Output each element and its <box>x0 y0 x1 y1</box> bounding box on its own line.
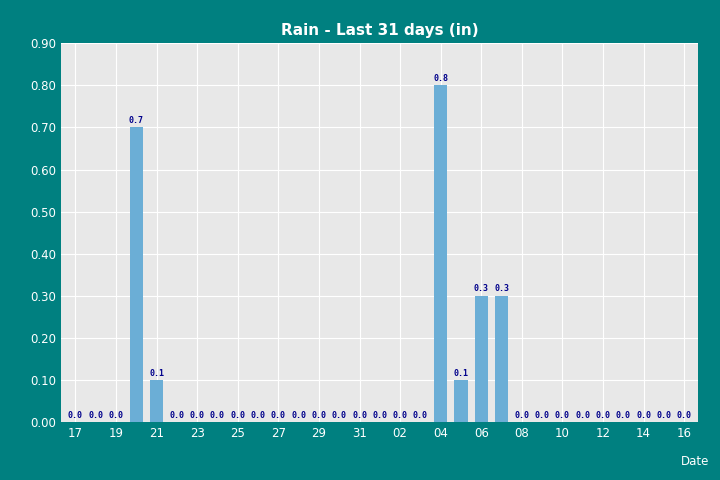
Bar <box>434 85 447 422</box>
Title: Rain - Last 31 days (in): Rain - Last 31 days (in) <box>281 23 479 38</box>
Text: 0.0: 0.0 <box>535 411 549 420</box>
Text: 0.1: 0.1 <box>454 369 469 378</box>
Text: 0.0: 0.0 <box>413 411 428 420</box>
Text: 0.3: 0.3 <box>474 285 489 293</box>
Text: 0.0: 0.0 <box>392 411 408 420</box>
Text: 0.0: 0.0 <box>575 411 590 420</box>
Text: 0.0: 0.0 <box>555 411 570 420</box>
Text: 0.1: 0.1 <box>149 369 164 378</box>
Text: 0.3: 0.3 <box>494 285 509 293</box>
Text: 0.0: 0.0 <box>677 411 692 420</box>
Text: 0.0: 0.0 <box>88 411 103 420</box>
Text: 0.0: 0.0 <box>312 411 326 420</box>
Bar <box>454 380 467 422</box>
Text: 0.0: 0.0 <box>68 411 83 420</box>
Bar <box>150 380 163 422</box>
Text: 0.0: 0.0 <box>230 411 246 420</box>
Text: 0.0: 0.0 <box>657 411 672 420</box>
Text: 0.7: 0.7 <box>129 116 144 125</box>
Text: 0.0: 0.0 <box>595 411 611 420</box>
Text: 0.0: 0.0 <box>514 411 529 420</box>
Text: 0.0: 0.0 <box>251 411 266 420</box>
Text: 0.0: 0.0 <box>169 411 184 420</box>
Text: 0.0: 0.0 <box>109 411 124 420</box>
Text: 0.0: 0.0 <box>616 411 631 420</box>
Text: 0.8: 0.8 <box>433 74 448 83</box>
Text: 0.0: 0.0 <box>352 411 367 420</box>
Text: 0.0: 0.0 <box>372 411 387 420</box>
Bar <box>130 128 143 422</box>
Bar <box>495 296 508 422</box>
Text: 0.0: 0.0 <box>332 411 347 420</box>
Text: 0.0: 0.0 <box>636 411 651 420</box>
X-axis label: Date: Date <box>681 455 709 468</box>
Bar <box>474 296 488 422</box>
Text: 0.0: 0.0 <box>291 411 306 420</box>
Text: 0.0: 0.0 <box>189 411 204 420</box>
Text: 0.0: 0.0 <box>271 411 286 420</box>
Text: 0.0: 0.0 <box>210 411 225 420</box>
